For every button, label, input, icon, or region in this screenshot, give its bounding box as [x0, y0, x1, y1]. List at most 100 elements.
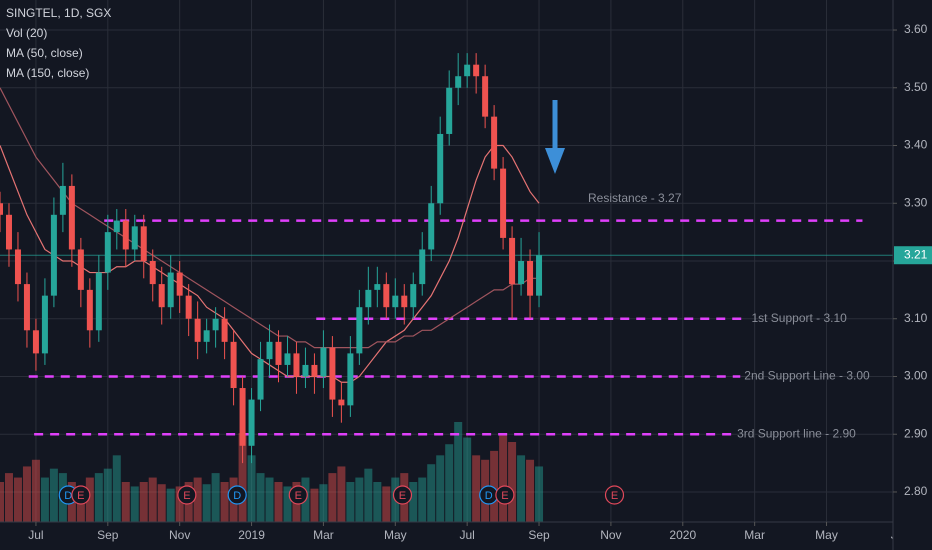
last-price-tag [894, 246, 932, 265]
volume-bar [139, 482, 148, 522]
candle-body [122, 220, 129, 250]
candle-body [239, 388, 246, 446]
candle-body [0, 203, 3, 215]
candle-body [275, 341, 282, 365]
level-label: 1st Support - 3.10 [751, 311, 847, 325]
candle-body [176, 272, 183, 296]
candle-body [113, 220, 120, 233]
volume-bar [265, 477, 274, 522]
event-label: D [64, 490, 72, 502]
candle-body [167, 272, 174, 308]
x-tick-label: May [815, 528, 838, 542]
time-axis-bg [0, 522, 932, 550]
candle-body [14, 249, 21, 285]
indicator-label: MA (50, close) [6, 46, 83, 60]
x-tick-label: Jul [459, 528, 474, 542]
candle-body [59, 185, 66, 215]
candle-body [302, 364, 309, 377]
volume-bar [445, 444, 454, 522]
volume [0, 422, 544, 522]
candle-body [491, 116, 498, 169]
event-marker [495, 485, 515, 505]
candle-body [311, 364, 318, 377]
y-tick-label: 2.90 [904, 426, 928, 440]
y-tick-label: 2.80 [904, 484, 928, 498]
levels: Resistance - 3.27 1st Support - 3.10 2nd S… [0, 191, 893, 440]
volume-bar [490, 450, 499, 522]
candle-body [383, 284, 390, 308]
arrow-head [545, 148, 565, 174]
level-label: 3rd Support line - 2.90 [737, 426, 856, 440]
volume-bar [13, 477, 22, 522]
candle-body [527, 261, 534, 296]
price-axis: 2.802.903.003.103.203.303.403.503.603.21 [893, 22, 932, 498]
event-label: E [77, 490, 84, 502]
volume-bar [121, 482, 130, 522]
y-tick-label: 3.30 [904, 195, 928, 209]
volume-bar [328, 473, 337, 522]
event-marker [288, 485, 308, 505]
volume-bar [220, 482, 229, 522]
candle-body [104, 232, 111, 273]
candle-body [437, 133, 444, 204]
y-tick-label: 3.50 [904, 80, 928, 94]
volume-bar [94, 473, 103, 522]
candle-body [284, 353, 291, 365]
level-label: Resistance - 3.27 [588, 191, 682, 205]
x-tick-label: 2020 [669, 528, 696, 542]
x-tick-label: Sep [97, 528, 119, 542]
candle-body [149, 261, 156, 285]
candle-body [266, 341, 273, 360]
candle-body [401, 295, 408, 308]
candle-body [131, 226, 138, 250]
volume-bar [364, 468, 373, 522]
x-tick-label: Nov [600, 528, 621, 542]
event-marker [392, 485, 413, 505]
event-label: E [501, 490, 508, 502]
candle-body [374, 284, 381, 290]
legend: SINGTEL, 1D, SGX Vol (20) MA (50, close)… [6, 6, 111, 80]
chart-title: SINGTEL, 1D, SGX [6, 6, 111, 20]
x-tick-label: 2019 [238, 528, 265, 542]
candle-body [500, 168, 507, 238]
volume-bar [274, 482, 283, 522]
indicator-label: MA (150, close) [6, 66, 89, 80]
volume-bar [499, 433, 508, 522]
event-marker [71, 485, 91, 505]
volume-bar [418, 477, 427, 522]
x-tick-label: Mar [744, 528, 765, 542]
x-tick-label: May [384, 528, 407, 542]
candles [0, 53, 543, 464]
event-marker [604, 485, 625, 505]
event-label: E [399, 490, 406, 502]
candle-body [410, 284, 417, 308]
candle-body [86, 289, 93, 331]
volume-bar [148, 477, 157, 522]
volume-bar [256, 473, 265, 522]
x-tick-label: Jul [28, 528, 43, 542]
volume-bar [4, 473, 13, 522]
volume-bar [346, 482, 355, 522]
candle-body [77, 249, 84, 290]
volume-bar [310, 488, 319, 522]
volume-bar [211, 473, 220, 522]
volume-bar [436, 455, 445, 522]
volume-bar [31, 459, 40, 522]
candle-body [95, 272, 102, 331]
candle-body [221, 318, 228, 342]
event-label: E [611, 490, 618, 502]
candle-body [455, 76, 462, 88]
candle-body [482, 76, 489, 117]
candle-body [446, 87, 453, 134]
y-tick-label: 3.10 [904, 311, 928, 325]
candle-body [32, 330, 39, 354]
candle-body [293, 353, 300, 377]
volume-bar [85, 477, 94, 522]
candle-body [509, 237, 516, 285]
volume-bar [238, 433, 247, 522]
price-axis-bg [893, 0, 932, 550]
volume-bar [337, 466, 346, 522]
candle-body [50, 214, 57, 296]
